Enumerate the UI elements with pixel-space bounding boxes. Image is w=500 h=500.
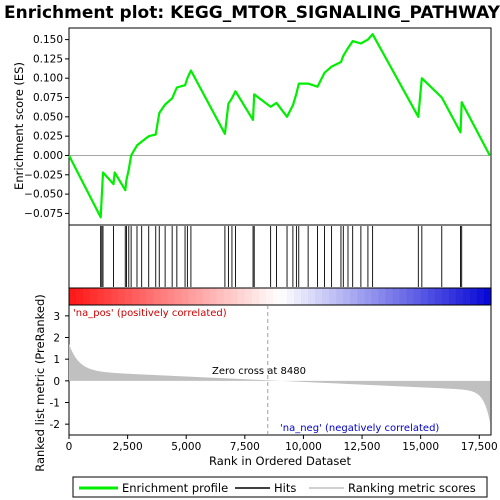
es-tick-label-2: −0.025: [24, 169, 63, 181]
color-bar-segment-56: [463, 288, 471, 305]
color-bar-segment-24: [238, 288, 246, 305]
es-tick-label-5: 0.050: [33, 111, 63, 123]
x-tick-label-3: 7,500: [230, 441, 260, 453]
es-tick-label-9: 0.150: [33, 34, 63, 46]
color-bar-segment-58: [477, 288, 485, 305]
color-bar-segment-49: [414, 288, 422, 305]
color-bar-segment-4: [97, 288, 105, 305]
color-bar-segment-28: [266, 288, 274, 305]
color-bar-segment-32: [294, 288, 302, 305]
color-bar-segment-18: [196, 288, 204, 305]
x-axis-label: Rank in Ordered Dataset: [209, 454, 352, 468]
color-bar-segment-26: [252, 288, 260, 305]
color-bar-segment-10: [139, 288, 147, 305]
color-bar-segment-23: [231, 288, 239, 305]
metric-axis-label: Ranked list metric (PreRanked): [33, 294, 47, 472]
color-bar-segment-42: [364, 288, 372, 305]
x-tick-label-7: 17,500: [461, 441, 498, 453]
x-tick-label-4: 10,000: [285, 441, 322, 453]
color-bar-segment-35: [315, 288, 323, 305]
color-bar-segment-43: [371, 288, 379, 305]
color-bar-segment-5: [104, 288, 112, 305]
color-bar-segment-15: [175, 288, 183, 305]
color-bar-segment-6: [111, 288, 119, 305]
legend-hits-label: Hits: [274, 481, 296, 495]
color-bar-segment-20: [210, 288, 218, 305]
es-panel: [69, 28, 491, 225]
color-bar-segment-34: [308, 288, 316, 305]
color-bar-segment-19: [203, 288, 211, 305]
color-bar-segment-37: [329, 288, 337, 305]
es-tick-label-0: −0.075: [24, 208, 63, 220]
es-axis-label: Enrichment score (ES): [12, 62, 26, 190]
x-tick-label-6: 15,000: [402, 441, 439, 453]
color-bar-segment-31: [287, 288, 295, 305]
color-bar-segment-39: [343, 288, 351, 305]
color-bar-segment-2: [83, 288, 91, 305]
color-bar-segment-1: [76, 288, 84, 305]
es-tick-label-7: 0.100: [33, 73, 63, 85]
color-bar-segment-8: [125, 288, 133, 305]
color-bar-segment-48: [407, 288, 415, 305]
es-tick-label-8: 0.125: [33, 53, 63, 65]
hits-panel: [69, 225, 491, 288]
color-bar-segment-59: [484, 288, 492, 305]
color-bar-segment-0: [69, 288, 77, 305]
positive-correlation-label: 'na_pos' (positively correlated): [73, 308, 227, 319]
x-tick-label-1: 2,500: [113, 441, 143, 453]
color-bar-segment-51: [428, 288, 436, 305]
color-bar-segment-54: [449, 288, 457, 305]
color-bar-segment-21: [217, 288, 225, 305]
legend-profile-label: Enrichment profile: [122, 481, 228, 495]
color-bar-segment-38: [336, 288, 344, 305]
color-bar-segment-55: [456, 288, 464, 305]
color-bar-segment-13: [160, 288, 168, 305]
chart-title: Enrichment plot: KEGG_MTOR_SIGNALING_PAT…: [4, 3, 500, 23]
es-tick-label-3: 0.000: [33, 150, 63, 162]
metric-tick-label-1: -1: [50, 398, 60, 410]
metric-tick-label-4: 2: [53, 333, 60, 345]
es-tick-label-1: −0.050: [24, 189, 63, 201]
color-bar-segment-25: [245, 288, 253, 305]
legend: Enrichment profile Hits Ranking metric s…: [73, 477, 487, 497]
color-bar-segment-3: [90, 288, 98, 305]
zero-cross-label: Zero cross at 8480: [212, 366, 306, 377]
color-bar-segment-47: [400, 288, 408, 305]
metric-tick-label-2: 0: [53, 376, 60, 388]
color-bar-segment-36: [322, 288, 330, 305]
metric-tick-label-5: 3: [53, 311, 60, 323]
color-bar-segment-16: [182, 288, 190, 305]
x-tick-label-0: 0: [66, 441, 73, 453]
negative-correlation-label: 'na_neg' (negatively correlated): [280, 423, 439, 434]
metric-tick-label-3: 1: [53, 354, 60, 366]
rank-color-bar: [69, 288, 492, 305]
color-bar-segment-30: [280, 288, 288, 305]
color-bar-segment-53: [442, 288, 450, 305]
color-bar-segment-41: [357, 288, 365, 305]
color-bar-segment-29: [273, 288, 281, 305]
es-tick-label-4: 0.025: [33, 131, 63, 143]
color-bar-segment-45: [386, 288, 394, 305]
color-bar-segment-22: [224, 288, 232, 305]
es-tick-label-6: 0.075: [33, 92, 63, 104]
color-bar-segment-46: [393, 288, 401, 305]
color-bar-segment-27: [259, 288, 267, 305]
color-bar-segment-14: [167, 288, 175, 305]
color-bar-segment-50: [421, 288, 429, 305]
color-bar-segment-33: [301, 288, 309, 305]
color-bar-segment-44: [378, 288, 386, 305]
x-tick-label-2: 5,000: [171, 441, 201, 453]
color-bar-segment-7: [118, 288, 126, 305]
color-bar-segment-12: [153, 288, 161, 305]
color-bar-segment-40: [350, 288, 358, 305]
x-tick-label-5: 12,500: [344, 441, 381, 453]
color-bar-segment-9: [132, 288, 140, 305]
color-bar-segment-17: [189, 288, 197, 305]
metric-tick-label-0: -2: [50, 419, 60, 431]
color-bar-segment-52: [435, 288, 443, 305]
color-bar-segment-57: [470, 288, 478, 305]
legend-metric-label: Ranking metric scores: [348, 481, 476, 495]
color-bar-segment-11: [146, 288, 154, 305]
